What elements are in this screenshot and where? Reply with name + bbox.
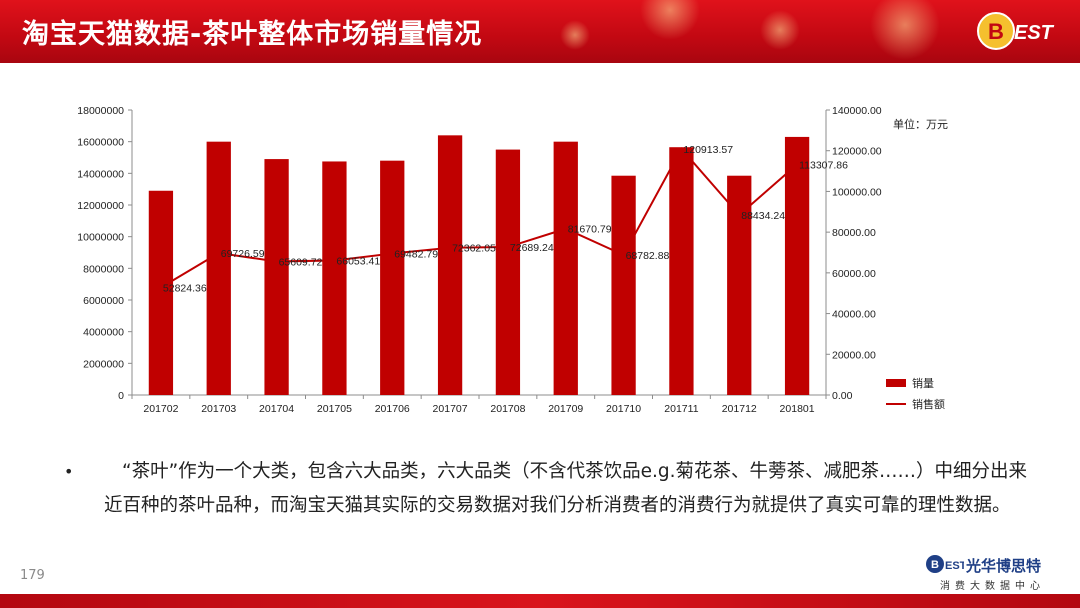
y-left-tick-label: 4000000 (83, 327, 124, 339)
line-sales-amount (160, 147, 798, 289)
legend-line-label: 销售额 (912, 397, 945, 411)
bullet-marker: • (64, 462, 74, 481)
unit-note: 单位：万元 (893, 117, 948, 131)
y-left-tick-label: 10000000 (77, 232, 124, 244)
header-banner: 淘宝天猫数据-茶叶整体市场销量情况 B EST (0, 0, 1080, 63)
bokeh-decor (560, 20, 590, 50)
line-data-label: 72689.24 (510, 242, 554, 254)
x-tick-label: 201712 (722, 403, 757, 415)
y-right-tick-label: 80000.00 (832, 227, 876, 239)
x-tick-label: 201801 (780, 403, 815, 415)
y-right-tick-label: 140000.00 (832, 105, 882, 117)
y-left-tick-label: 2000000 (83, 358, 124, 370)
x-tick-label: 201708 (490, 403, 525, 415)
line-data-label: 66053.41 (336, 256, 380, 268)
y-left-tick-label: 0 (118, 390, 124, 402)
bar-201712 (727, 175, 752, 395)
y-left-tick-label: 14000000 (77, 168, 124, 180)
page-title: 淘宝天猫数据-茶叶整体市场销量情况 (22, 19, 483, 50)
x-tick-label: 201709 (548, 403, 583, 415)
y-right-tick-label: 0.00 (832, 390, 853, 402)
brand-mark-icon: B EST (926, 555, 964, 573)
x-tick-label: 201702 (143, 403, 178, 415)
brand-subtitle: 消费大数据中心 (940, 581, 1045, 592)
svg-text:EST: EST (945, 560, 964, 572)
bar-201706 (380, 160, 405, 395)
y-right-tick-label: 40000.00 (832, 309, 876, 321)
logo-rest: EST (1014, 22, 1055, 44)
line-data-label: 65609.72 (279, 256, 323, 268)
bar-201705 (322, 161, 347, 395)
chart-svg: 0 2000000 4000000 6000000 8000000 10000000 120… (77, 105, 948, 415)
bar-201708 (495, 149, 521, 395)
bar-201711 (669, 147, 694, 395)
y-right-tick-label: 100000.00 (832, 186, 882, 198)
y-left-tick-label: 12000000 (77, 200, 124, 212)
bar-201703 (206, 141, 231, 395)
line-data-label: 113307.86 (799, 159, 848, 171)
y-left-tick-label: 6000000 (83, 295, 124, 307)
x-tick-label: 201707 (433, 403, 468, 415)
line-data-label: 69482.79 (394, 249, 438, 261)
y-right-tick-label: 60000.00 (832, 268, 876, 280)
y-left-tick-label: 8000000 (83, 263, 124, 275)
line-data-label: 120913.57 (683, 144, 733, 156)
line-data-label: 69726.59 (221, 248, 265, 260)
y-left-tick-label: 16000000 (77, 137, 124, 149)
bar-201709 (553, 141, 578, 395)
x-tick-label: 201703 (201, 403, 236, 415)
y-right-tick-label: 20000.00 (832, 349, 876, 361)
sales-chart: 0 2000000 4000000 6000000 8000000 10000000 120… (77, 105, 948, 415)
x-tick-label: 201705 (317, 403, 352, 415)
x-tick-label: 201704 (259, 403, 294, 415)
line-data-label: 88434.24 (741, 210, 785, 222)
bar-201707 (437, 135, 463, 396)
body-text: “茶叶”作为一个大类，包含六大品类，六大品类（不含代茶饮品e.g.菊花茶、牛蒡茶… (104, 461, 1028, 516)
x-tick-label: 201710 (606, 403, 641, 415)
legend-bar-label: 销量 (912, 376, 934, 390)
y-right-tick-label: 120000.00 (832, 146, 882, 158)
line-data-label: 72362.05 (452, 243, 496, 255)
page-number: 179 (20, 568, 45, 583)
bokeh-decor (870, 0, 940, 60)
x-tick-label: 201711 (664, 403, 698, 415)
bar-201710 (611, 175, 636, 395)
bokeh-decor (760, 10, 800, 50)
best-logo-icon: B EST (977, 12, 1055, 50)
bar-201704 (264, 159, 289, 395)
svg-text:B: B (931, 559, 939, 571)
legend-bar-swatch (886, 379, 906, 387)
bar-201801 (784, 136, 810, 395)
x-tick-label: 201706 (375, 403, 410, 415)
brand-name: 光华博思特 (966, 557, 1042, 575)
brand-block: B EST 光华博思特 消费大数据中心 (926, 553, 1066, 593)
line-data-label: 68782.88 (626, 250, 670, 262)
footer-bar (0, 594, 1080, 608)
logo-letter: B (988, 19, 1004, 44)
bar-201702 (148, 190, 174, 395)
body-paragraph: “茶叶”作为一个大类，包含六大品类，六大品类（不含代茶饮品e.g.菊花茶、牛蒡茶… (104, 455, 1034, 523)
line-data-label: 52824.36 (163, 282, 207, 294)
y-left-tick-label: 18000000 (77, 105, 124, 117)
line-data-label: 81670.79 (568, 224, 612, 236)
